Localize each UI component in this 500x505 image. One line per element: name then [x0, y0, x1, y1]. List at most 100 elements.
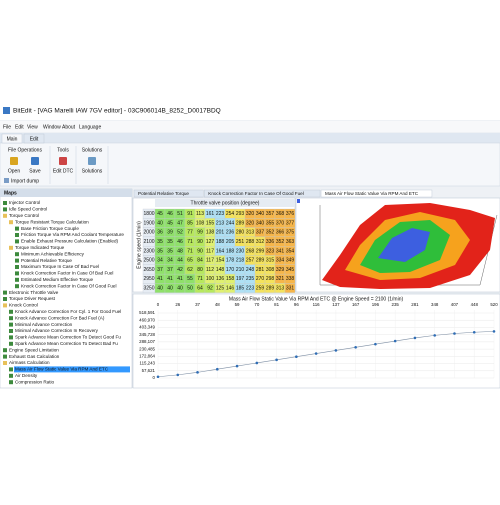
cell-value[interactable]: 117 [206, 258, 214, 264]
cell-value[interactable]: 268 [246, 248, 255, 254]
cell-value[interactable]: 259 [256, 286, 265, 292]
cell-value[interactable]: 127 [206, 239, 215, 245]
cell-value[interactable]: 100 [206, 276, 215, 282]
tree-item[interactable]: Electronic Throttle Valve [9, 290, 59, 295]
cell-value[interactable]: 55 [187, 276, 193, 282]
cell-value[interactable]: 257 [246, 258, 255, 264]
cell-value[interactable]: 84 [197, 258, 203, 264]
cell-value[interactable]: 293 [236, 211, 245, 217]
data-point[interactable] [334, 349, 338, 352]
cell-value[interactable]: 34 [167, 258, 173, 264]
cell-value[interactable]: 329 [276, 267, 285, 273]
cell-value[interactable]: 35 [167, 239, 173, 245]
cell-value[interactable]: 35 [157, 248, 163, 254]
cell-value[interactable]: 91 [187, 211, 193, 217]
tree-item[interactable]: Maximum Torque In Case Of Bad Fuel [21, 264, 99, 269]
menu-item[interactable]: View [27, 124, 38, 130]
menu-item[interactable]: Edit [15, 124, 24, 130]
tree-item[interactable]: Minimal Advance Correction In Recovery [15, 328, 99, 333]
cell-value[interactable]: 77 [187, 230, 193, 236]
cell-value[interactable]: 289 [236, 220, 245, 226]
tree-item[interactable]: Friction Torque Via RPM And Coolant Temp… [21, 232, 124, 237]
cell-value[interactable]: 363 [286, 239, 295, 245]
ribbon-tab[interactable] [23, 133, 45, 144]
cell-value[interactable]: 377 [286, 220, 295, 226]
cell-value[interactable]: 236 [226, 230, 235, 236]
cell-value[interactable]: 34 [157, 258, 163, 264]
cell-value[interactable]: 158 [226, 276, 235, 282]
tree-item[interactable]: Torque Resistant Torque Calculation [15, 219, 89, 224]
cell-value[interactable]: 270 [256, 276, 265, 282]
data-point[interactable] [176, 373, 180, 377]
data-point[interactable] [295, 355, 298, 358]
cell-value[interactable]: 338 [286, 276, 295, 282]
tree-item[interactable]: Potential Relative Torque [21, 258, 72, 263]
tree-item[interactable]: Estimated Medium Effective Torque [21, 277, 94, 282]
data-point[interactable] [354, 345, 357, 349]
cell-value[interactable]: 341 [276, 248, 285, 254]
cell-value[interactable]: 40 [157, 220, 163, 226]
cell-value[interactable]: 349 [286, 258, 295, 264]
cell-value[interactable]: 155 [206, 220, 215, 226]
document-tab[interactable] [204, 189, 321, 198]
cell-value[interactable]: 298 [266, 276, 275, 282]
cell-value[interactable]: 44 [177, 258, 183, 264]
cell-value[interactable]: 99 [197, 230, 203, 236]
button-icon[interactable] [59, 157, 67, 165]
cell-value[interactable]: 41 [177, 276, 183, 282]
tree-item[interactable]: Airmass Calculation [9, 360, 50, 365]
cell-value[interactable]: 366 [276, 230, 285, 236]
cell-value[interactable]: 71 [187, 248, 193, 254]
cell-value[interactable]: 340 [256, 211, 265, 217]
cell-value[interactable]: 46 [167, 211, 173, 217]
cell-value[interactable]: 321 [276, 276, 285, 282]
cell-value[interactable]: 340 [256, 220, 265, 226]
document-tab[interactable] [133, 189, 204, 198]
data-point[interactable] [374, 342, 377, 346]
document-tab-label[interactable]: Knock Correction Factor In Case Of Good … [208, 191, 304, 196]
cell-value[interactable]: 64 [197, 286, 203, 292]
cell-value[interactable]: 117 [206, 248, 214, 254]
cell-value[interactable]: 90 [197, 248, 203, 254]
tree-item[interactable]: Spark Advance Mean Correction To Detect … [15, 341, 118, 346]
tree-item[interactable]: Minimum Achievable Efficiency [21, 251, 85, 256]
cell-value[interactable]: 46 [177, 239, 183, 245]
menu-item[interactable]: Window [43, 124, 61, 130]
cell-value[interactable]: 47 [177, 220, 183, 226]
cell-value[interactable]: 45 [157, 211, 163, 217]
tree-item[interactable]: Engine Speed Limitation [9, 347, 59, 352]
document-tab-label[interactable]: Mass Air Flow Static Value Via RPM And E… [325, 191, 419, 196]
tree-item[interactable]: Minimal Advance Correction [15, 322, 73, 327]
cell-value[interactable]: 125 [216, 286, 225, 292]
tree-item[interactable]: Spark Advance Mean Correction To Detect … [15, 335, 121, 340]
cell-value[interactable]: 281 [256, 267, 265, 273]
cell-value[interactable]: 280 [236, 230, 245, 236]
cell-value[interactable]: 352 [276, 239, 285, 245]
cell-value[interactable]: 40 [167, 286, 173, 292]
cell-value[interactable]: 375 [286, 230, 295, 236]
cell-value[interactable]: 148 [216, 267, 225, 273]
cell-value[interactable]: 352 [266, 230, 275, 236]
cell-value[interactable]: 313 [276, 286, 285, 292]
cell-value[interactable]: 210 [236, 267, 245, 273]
cell-value[interactable]: 336 [266, 239, 275, 245]
ribbon-tab-label[interactable]: Main [7, 136, 18, 142]
tree-item[interactable]: Exhaust Gas Calculation [9, 354, 60, 359]
cell-value[interactable]: 85 [187, 220, 193, 226]
tree-item[interactable]: Knock Control [9, 303, 38, 308]
cell-value[interactable]: 71 [187, 239, 193, 245]
data-point[interactable] [472, 330, 476, 334]
tree-item[interactable]: Idle Speed Control [9, 207, 47, 212]
button-label[interactable]: Solutions [82, 168, 103, 174]
cell-value[interactable]: 92 [207, 286, 213, 292]
cell-value[interactable]: 37 [157, 267, 163, 273]
cell-value[interactable]: 41 [167, 276, 173, 282]
cell-value[interactable]: 320 [246, 211, 255, 217]
cell-value[interactable]: 170 [226, 267, 235, 273]
cell-value[interactable]: 52 [177, 230, 183, 236]
menu-item[interactable]: Language [79, 124, 101, 130]
cell-value[interactable]: 37 [167, 267, 173, 273]
cell-value[interactable]: 146 [226, 286, 235, 292]
document-tab-label[interactable]: Potential Relative Torque [138, 191, 189, 196]
cell-value[interactable]: 331 [286, 286, 295, 292]
